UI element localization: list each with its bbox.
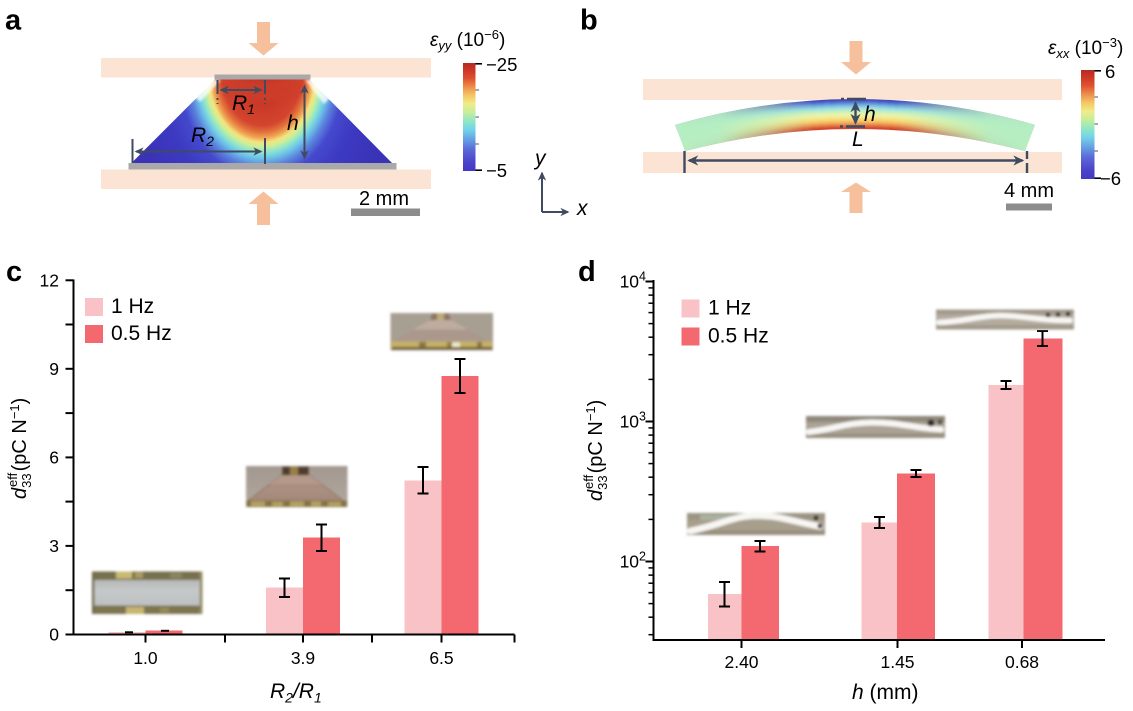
svg-text:d33(pC N−1): d33(pC N−1)	[7, 398, 34, 499]
svg-text:0.5 Hz: 0.5 Hz	[111, 322, 172, 345]
svg-text:εyy (10−6): εyy (10−6)	[430, 27, 505, 53]
svg-text:0: 0	[49, 625, 59, 645]
svg-text:1.45: 1.45	[880, 652, 914, 672]
svg-text:−25: −25	[486, 54, 517, 75]
svg-text:1 Hz: 1 Hz	[111, 295, 154, 318]
svg-text:d: d	[578, 256, 596, 288]
svg-text:0.5 Hz: 0.5 Hz	[708, 325, 769, 348]
svg-text:0.68: 0.68	[1005, 652, 1039, 672]
svg-text:1 Hz: 1 Hz	[708, 297, 751, 320]
svg-text:h (mm): h (mm)	[852, 681, 919, 704]
svg-text:104: 104	[620, 270, 646, 292]
svg-text:−6: −6	[1100, 168, 1121, 189]
svg-text:6: 6	[49, 447, 59, 467]
svg-text:eff: eff	[5, 472, 20, 487]
svg-text:103: 103	[620, 410, 646, 432]
svg-text:d33(pC N−1): d33(pC N−1)	[583, 400, 610, 501]
svg-text:x: x	[576, 197, 589, 220]
svg-text:h: h	[864, 103, 876, 126]
svg-text:c: c	[6, 256, 22, 288]
svg-text:b: b	[580, 5, 598, 37]
svg-text:6.5: 6.5	[429, 648, 453, 668]
svg-text:L: L	[852, 128, 864, 151]
svg-text:2 mm: 2 mm	[359, 188, 409, 210]
svg-text:2.40: 2.40	[724, 652, 758, 672]
svg-text:3: 3	[49, 536, 59, 556]
svg-text:R2/R1: R2/R1	[270, 680, 322, 706]
svg-text:εxx (10−3): εxx (10−3)	[1048, 35, 1123, 61]
svg-text:eff: eff	[581, 474, 596, 489]
svg-text:9: 9	[49, 359, 59, 379]
svg-text:y: y	[533, 147, 547, 170]
svg-text:3.9: 3.9	[291, 648, 315, 668]
svg-text:12: 12	[40, 270, 59, 290]
svg-text:a: a	[5, 5, 22, 37]
svg-text:h: h	[287, 112, 299, 135]
svg-text:102: 102	[620, 550, 646, 572]
svg-text:4 mm: 4 mm	[1004, 180, 1054, 202]
svg-text:6: 6	[1105, 61, 1115, 82]
svg-text:1.0: 1.0	[133, 648, 158, 668]
svg-text:−5: −5	[486, 160, 507, 181]
